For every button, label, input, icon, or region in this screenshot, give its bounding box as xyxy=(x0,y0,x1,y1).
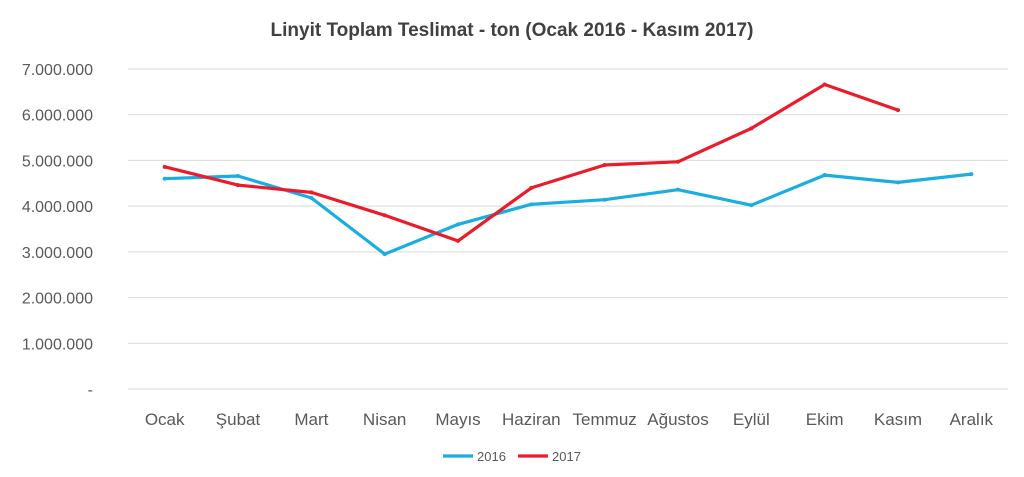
series-line-2017 xyxy=(163,82,900,243)
data-point xyxy=(529,202,534,207)
chart-title: Linyit Toplam Teslimat - ton (Ocak 2016 … xyxy=(271,20,754,41)
data-point xyxy=(456,238,460,243)
y-axis-ticks: - 1.000.000 2.000.000 3.000.000 4.000.000 5.0… xyxy=(22,62,93,399)
data-point xyxy=(602,163,607,167)
data-point xyxy=(236,183,240,188)
x-axis-ticks: Ocak Şubat Mart Nisan Mayıs Haziran Temmuz Ağus… xyxy=(145,410,994,429)
x-tick-label: Nisan xyxy=(363,410,406,429)
x-tick-label: Eylül xyxy=(733,410,770,429)
x-tick-label: Mayıs xyxy=(435,410,480,429)
legend: 2016 2017 xyxy=(443,449,581,464)
y-tick-label: - xyxy=(88,382,93,399)
legend-label: 2016 xyxy=(477,449,506,464)
y-tick-label: 3.000.000 xyxy=(22,245,93,262)
x-tick-label: Şubat xyxy=(216,410,261,429)
data-point xyxy=(309,195,314,200)
data-point xyxy=(676,187,680,192)
data-point xyxy=(456,222,460,227)
data-point xyxy=(676,159,680,164)
data-point xyxy=(969,172,974,177)
x-tick-label: Kasım xyxy=(874,410,922,429)
x-tick-label: Ocak xyxy=(145,410,185,429)
data-point xyxy=(529,185,534,190)
data-point xyxy=(309,190,314,195)
data-point xyxy=(822,82,827,87)
data-point xyxy=(162,164,167,169)
x-tick-label: Ağustos xyxy=(647,410,708,429)
x-tick-label: Haziran xyxy=(502,410,561,429)
data-point xyxy=(382,252,387,257)
x-tick-label: Aralık xyxy=(950,410,994,429)
data-point xyxy=(162,176,167,181)
x-tick-label: Temmuz xyxy=(573,410,637,429)
y-tick-label: 4.000.000 xyxy=(22,199,93,216)
y-tick-label: 1.000.000 xyxy=(22,336,93,353)
data-point xyxy=(602,197,607,202)
series-lines xyxy=(162,82,974,257)
data-point xyxy=(822,173,827,178)
data-point xyxy=(896,180,900,185)
data-point xyxy=(749,126,754,131)
x-tick-label: Ekim xyxy=(806,410,844,429)
x-tick-label: Mart xyxy=(294,410,328,429)
series-line-2016 xyxy=(163,172,973,256)
y-tick-label: 2.000.000 xyxy=(22,291,93,308)
data-point xyxy=(896,108,900,113)
gridlines xyxy=(128,68,1008,390)
y-tick-label: 5.000.000 xyxy=(22,153,93,170)
y-tick-label: 7.000.000 xyxy=(22,62,93,79)
data-point xyxy=(236,173,240,178)
legend-label: 2017 xyxy=(552,449,581,464)
data-point xyxy=(382,213,387,218)
data-point xyxy=(749,203,754,208)
y-tick-label: 6.000.000 xyxy=(22,108,93,125)
